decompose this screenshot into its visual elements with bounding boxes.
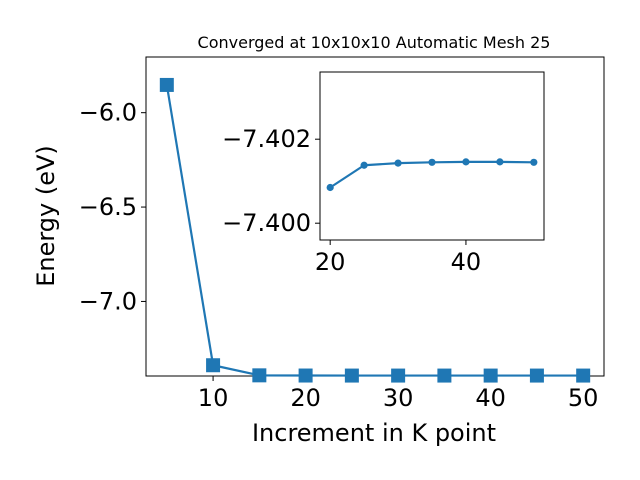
main-axes: Converged at 10x10x10 Automatic Mesh 25 …	[32, 33, 605, 447]
inset-data-point	[360, 161, 368, 169]
main-series-line	[165, 84, 584, 377]
main-data-point	[576, 368, 591, 383]
inset-x-tick-label: 20	[315, 248, 346, 276]
main-x-tick-label: 20	[290, 384, 321, 412]
inset-y-ticks: −7.402 −7.400	[222, 125, 320, 237]
y-axis-label: Energy (eV)	[32, 145, 60, 287]
inset-data-point	[428, 158, 436, 166]
inset-axes: 20 40 −7.402−7.400	[222, 71, 545, 276]
chart-title: Converged at 10x10x10 Automatic Mesh 25	[198, 33, 551, 52]
main-data-point	[298, 368, 313, 383]
inset-series	[326, 158, 538, 192]
inset-data-point	[394, 159, 402, 167]
main-series	[159, 77, 591, 383]
x-axis-label: Increment in K point	[252, 419, 496, 447]
main-data-point	[344, 368, 359, 383]
inset-data-point	[530, 158, 538, 166]
inset-plot-frame	[319, 71, 545, 241]
main-data-point	[483, 368, 498, 383]
main-data-point	[391, 368, 406, 383]
main-x-tick-label: 30	[383, 384, 414, 412]
main-y-ticks: −6.0 −6.5 −7.0	[79, 99, 146, 315]
main-data-point	[529, 368, 544, 383]
inset-data-point	[326, 183, 334, 192]
main-x-tick-label: 40	[475, 384, 506, 412]
inset-data-point	[462, 158, 470, 166]
main-data-point	[159, 77, 174, 92]
inset-y-tick-label: −7.402	[222, 125, 311, 153]
main-x-tick-label: 10	[198, 384, 229, 412]
main-data-point	[206, 358, 221, 373]
inset-y-tick-label: −7.400	[222, 209, 311, 237]
main-y-tick-label: −6.0	[79, 99, 137, 127]
inset-x-ticks: 20 40	[315, 240, 481, 276]
main-x-ticks: 10 20 30 40 50	[198, 376, 599, 412]
main-data-point	[437, 368, 452, 383]
main-y-tick-label: −7.0	[79, 287, 137, 315]
inset-data-point	[496, 158, 504, 166]
inset-x-tick-label: 40	[451, 248, 482, 276]
main-y-tick-label: −6.5	[79, 193, 137, 221]
main-data-point	[252, 368, 267, 383]
main-x-tick-label: 50	[568, 384, 599, 412]
